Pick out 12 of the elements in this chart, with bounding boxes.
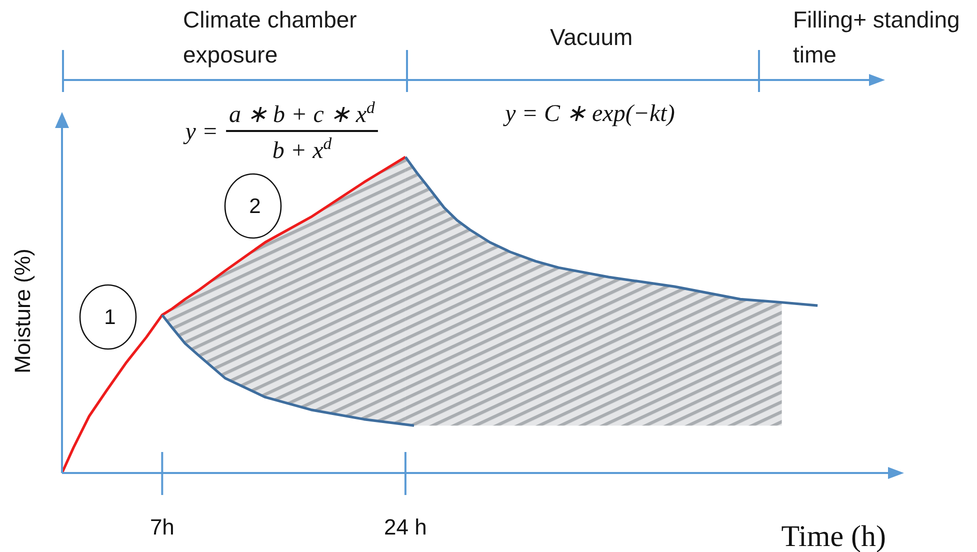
x-tick-label: 24 h (384, 514, 427, 540)
x-tick-label: 7h (150, 514, 174, 540)
annotation: b + x$^{d}$ (272, 134, 332, 164)
y-axis-title: Moisture (%) (10, 248, 35, 374)
text: a ∗ b + c ∗ x$^{d}$ (229, 98, 376, 128)
text: Climate chamber exposure (183, 6, 358, 68)
annotation: 2 (249, 195, 261, 218)
text: y = C ∗ exp(−kt) (503, 101, 675, 127)
text: y = (183, 119, 218, 145)
text: Vacuum (550, 24, 633, 50)
annotation: 1 (104, 306, 116, 329)
text: Filling+ standing time (793, 6, 960, 68)
